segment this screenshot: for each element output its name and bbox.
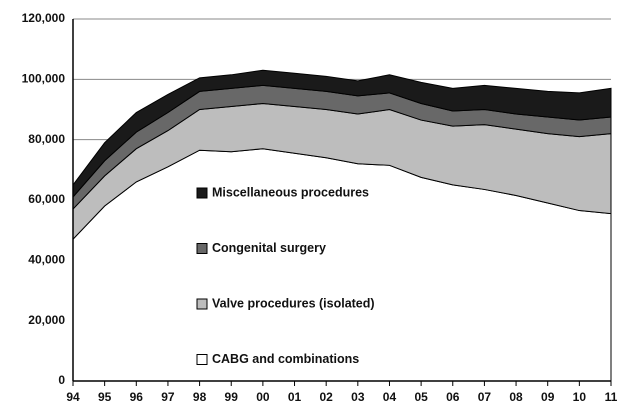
legend-swatch xyxy=(196,243,208,254)
x-tick-label: 06 xyxy=(446,390,460,404)
legend-label: Congenital surgery xyxy=(212,241,326,255)
x-tick-label: 08 xyxy=(509,390,523,404)
legend-label: Miscellaneous procedures xyxy=(212,185,369,199)
y-tick-label: 100,000 xyxy=(22,72,66,86)
legend-swatch xyxy=(196,354,208,365)
x-tick-label: 11 xyxy=(605,390,617,404)
y-tick-label: 20,000 xyxy=(28,313,65,327)
legend-swatch xyxy=(196,298,208,310)
y-tick-label: 120,000 xyxy=(22,11,66,25)
area xyxy=(72,69,612,199)
y-tick-label: 80,000 xyxy=(28,132,65,146)
x-tick-label: 99 xyxy=(225,390,239,404)
legend-label: CABG and combinations xyxy=(212,352,359,366)
x-tick-label: 02 xyxy=(319,390,333,404)
x-tick-label: 98 xyxy=(193,390,207,404)
x-tick-label: 10 xyxy=(573,390,587,404)
x-tick-label: 96 xyxy=(130,390,144,404)
x-tick-label: 94 xyxy=(66,390,80,404)
x-tick-label: 97 xyxy=(161,390,175,404)
x-tick-label: 95 xyxy=(98,390,112,404)
y-tick-label: 40,000 xyxy=(28,253,65,267)
legend-swatch xyxy=(196,187,208,199)
x-tick-label: 03 xyxy=(351,390,365,404)
legend: Miscellaneous procedures Congenital surge… xyxy=(196,185,375,366)
x-tick-label: 04 xyxy=(383,390,397,404)
x-tick-label: 05 xyxy=(414,390,428,404)
x-tick-label: 00 xyxy=(256,390,270,404)
y-tick-label: 0 xyxy=(58,373,65,387)
legend-label: Valve procedures (isolated) xyxy=(212,296,375,310)
x-tick-label: 01 xyxy=(288,390,302,404)
x-tick-label: 09 xyxy=(541,390,555,404)
y-tick-label: 60,000 xyxy=(28,192,65,206)
x-tick-label: 07 xyxy=(478,390,492,404)
